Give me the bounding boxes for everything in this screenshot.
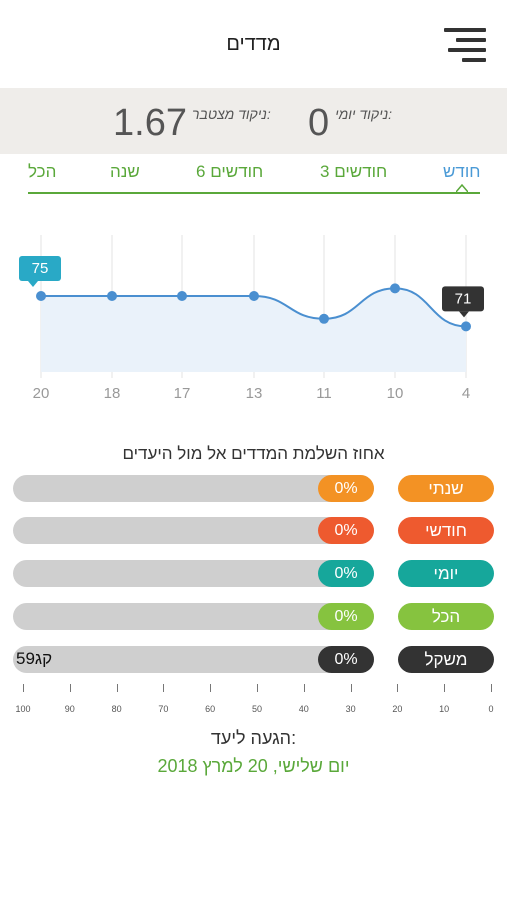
axis-tick [350, 684, 352, 692]
data-point [36, 291, 46, 301]
axis-tick [491, 684, 492, 692]
weight-value: 59קג [16, 649, 53, 668]
progress-percent: 0% [318, 560, 374, 587]
daily-score-label: ניקוד יומי: [335, 106, 393, 122]
axis-tick-label: 70 [158, 704, 169, 714]
progress-percent: 0% [318, 603, 374, 630]
progress-track [13, 603, 374, 630]
axis-tick [397, 684, 399, 692]
tab-month[interactable]: חודש [443, 162, 481, 181]
progress-title: אחוז השלמת המדדים אל מול היעדים [122, 444, 385, 463]
callout-label: 75 [32, 260, 49, 277]
page-title: מדדים [226, 33, 281, 55]
x-tick-label: 18 [104, 385, 121, 402]
x-tick-label: 17 [174, 385, 191, 402]
axis-tick-label: 10 [439, 704, 450, 714]
tab-underline [28, 192, 480, 194]
data-point [390, 283, 400, 294]
x-tick-label: 13 [246, 385, 263, 402]
data-point [461, 321, 471, 332]
axis-tick-label: 90 [64, 704, 75, 714]
all-button[interactable]: הכל [398, 603, 494, 630]
daily-button[interactable]: יומי [398, 560, 494, 587]
data-point [177, 291, 187, 301]
progress-track [13, 517, 374, 544]
progress-scale-axis: 0 10 20 30 40 50 60 70 80 90 100 [0, 684, 507, 714]
x-tick-label: 20 [33, 385, 50, 402]
callout-label: 71 [455, 290, 472, 307]
progress-track [13, 560, 374, 587]
cumulative-score-label: ניקוד מצטבר: [192, 106, 271, 122]
axis-tick-label: 0 [488, 704, 494, 714]
progress-row-weight: 59קג 0% משקל [0, 646, 507, 676]
app-header: מדדים [0, 0, 507, 88]
tab-year[interactable]: שנה [110, 162, 140, 181]
axis-tick-label: 50 [251, 704, 262, 714]
progress-percent: 0% [318, 646, 374, 673]
callout-pointer [459, 311, 469, 318]
target-date: יום שלישי, 20 למרץ 2018 [157, 756, 350, 776]
axis-tick [69, 684, 71, 692]
callout-pointer [28, 281, 38, 287]
progress-track [13, 646, 374, 673]
active-tab-caret-icon [456, 184, 468, 192]
axis-tick-label: 80 [111, 704, 122, 714]
progress-row-yearly: 0% שנתי [0, 475, 507, 505]
progress-percent: 0% [318, 475, 374, 502]
progress-row-all: 0% הכל [0, 603, 507, 633]
period-tabs: חודש 3 חודשים 6 חודשים שנה הכל [0, 154, 507, 196]
progress-percent: 0% [318, 517, 374, 544]
hamburger-menu-icon[interactable] [444, 26, 486, 64]
axis-tick [210, 684, 212, 692]
x-tick-label: 4 [462, 385, 470, 402]
axis-tick-label: 100 [15, 704, 31, 714]
value-callout [442, 286, 484, 312]
axis-tick-label: 40 [298, 704, 309, 714]
value-callout [19, 256, 61, 281]
axis-tick [257, 684, 258, 692]
axis-tick [303, 684, 305, 692]
axis-tick-label: 30 [345, 704, 356, 714]
yearly-button[interactable]: שנתי [398, 475, 494, 502]
axis-tick [23, 684, 24, 692]
monthly-button[interactable]: חודשי [398, 517, 494, 544]
axis-tick-label: 60 [205, 704, 216, 714]
tab-6-months[interactable]: 6 חודשים [196, 162, 264, 181]
progress-row-daily: 0% יומי [0, 560, 507, 590]
weight-button[interactable]: משקל [398, 646, 494, 673]
series-area [41, 288, 466, 372]
cumulative-score-value: 1.67 [113, 102, 187, 144]
axis-tick [163, 684, 165, 692]
data-point [249, 291, 259, 301]
score-summary: ניקוד מצטבר: 1.67 ניקוד יומי: 0 [0, 88, 507, 154]
target-label: הגעה ליעד: [210, 728, 297, 748]
tab-3-months[interactable]: 3 חודשים [320, 162, 388, 181]
progress-track [13, 475, 374, 502]
progress-row-monthly: 0% חודשי [0, 517, 507, 547]
x-tick-label: 10 [387, 385, 404, 402]
axis-tick [444, 684, 446, 692]
tab-all[interactable]: הכל [28, 162, 57, 181]
axis-tick [116, 684, 118, 692]
data-point [107, 291, 117, 301]
data-point [319, 313, 329, 324]
axis-tick-label: 20 [392, 704, 403, 714]
x-tick-label: 11 [316, 385, 332, 402]
daily-score-value: 0 [308, 102, 330, 144]
metrics-line-chart: 20 18 17 13 11 10 4 75 71 [19, 235, 484, 402]
